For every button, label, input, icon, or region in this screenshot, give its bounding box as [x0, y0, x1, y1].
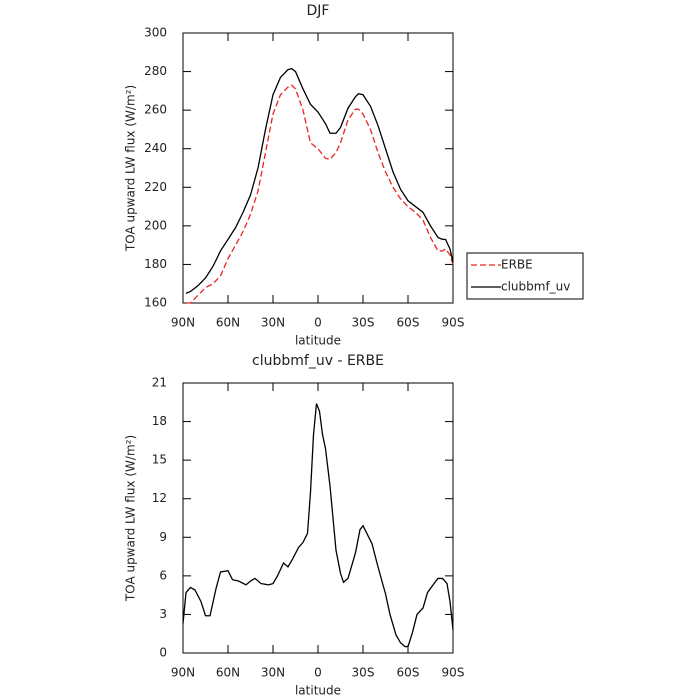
y-tick-label: 0 [159, 646, 167, 660]
x-tick-label: 60N [216, 666, 240, 680]
series-line [182, 403, 454, 648]
x-tick-label: 30N [261, 666, 285, 680]
y-tick-label: 12 [152, 491, 167, 505]
x-tick-label: 60S [397, 316, 420, 330]
y-tick-label: 240 [144, 141, 167, 155]
x-tick-label: 0 [314, 316, 322, 330]
y-tick-label: 200 [144, 218, 167, 232]
x-tick-label: 30S [352, 666, 375, 680]
x-tick-label: 60N [216, 316, 240, 330]
y-tick-label: 260 [144, 103, 167, 117]
x-tick-label: 90N [171, 666, 195, 680]
y-tick-label: 18 [152, 414, 167, 428]
x-tick-label: 60S [397, 666, 420, 680]
y-tick-label: 300 [144, 26, 167, 40]
y-tick-label: 3 [159, 607, 167, 621]
plot-frame [182, 32, 454, 304]
x-axis-label: latitude [295, 334, 341, 348]
series-line [185, 67, 454, 294]
x-tick-label: 30S [352, 316, 375, 330]
x-axis-label: latitude [295, 684, 341, 698]
x-tick-label: 90S [442, 316, 465, 330]
y-tick-label: 280 [144, 64, 167, 78]
y-tick-label: 6 [159, 568, 167, 582]
plot-frame [182, 382, 454, 654]
chart-title: DJF [307, 3, 330, 19]
legend-box [466, 252, 584, 300]
y-tick-label: 9 [159, 530, 167, 544]
series-line [186, 84, 454, 304]
y-tick-label: 180 [144, 257, 167, 271]
x-tick-label: 30N [261, 316, 285, 330]
x-tick-label: 90S [442, 666, 465, 680]
chart-title: clubbmf_uv - ERBE [252, 353, 384, 369]
y-tick-label: 160 [144, 296, 167, 310]
y-tick-label: 220 [144, 180, 167, 194]
legend-label: ERBE [501, 258, 533, 272]
y-axis-label: TOA upward LW flux (W/m²) [124, 85, 138, 252]
legend-label: clubbmf_uv [501, 280, 570, 294]
y-tick-label: 21 [152, 376, 167, 390]
y-tick-label: 15 [152, 453, 167, 467]
x-tick-label: 90N [171, 316, 195, 330]
y-axis-label: TOA upward LW flux (W/m²) [124, 435, 138, 602]
x-tick-label: 0 [314, 666, 322, 680]
